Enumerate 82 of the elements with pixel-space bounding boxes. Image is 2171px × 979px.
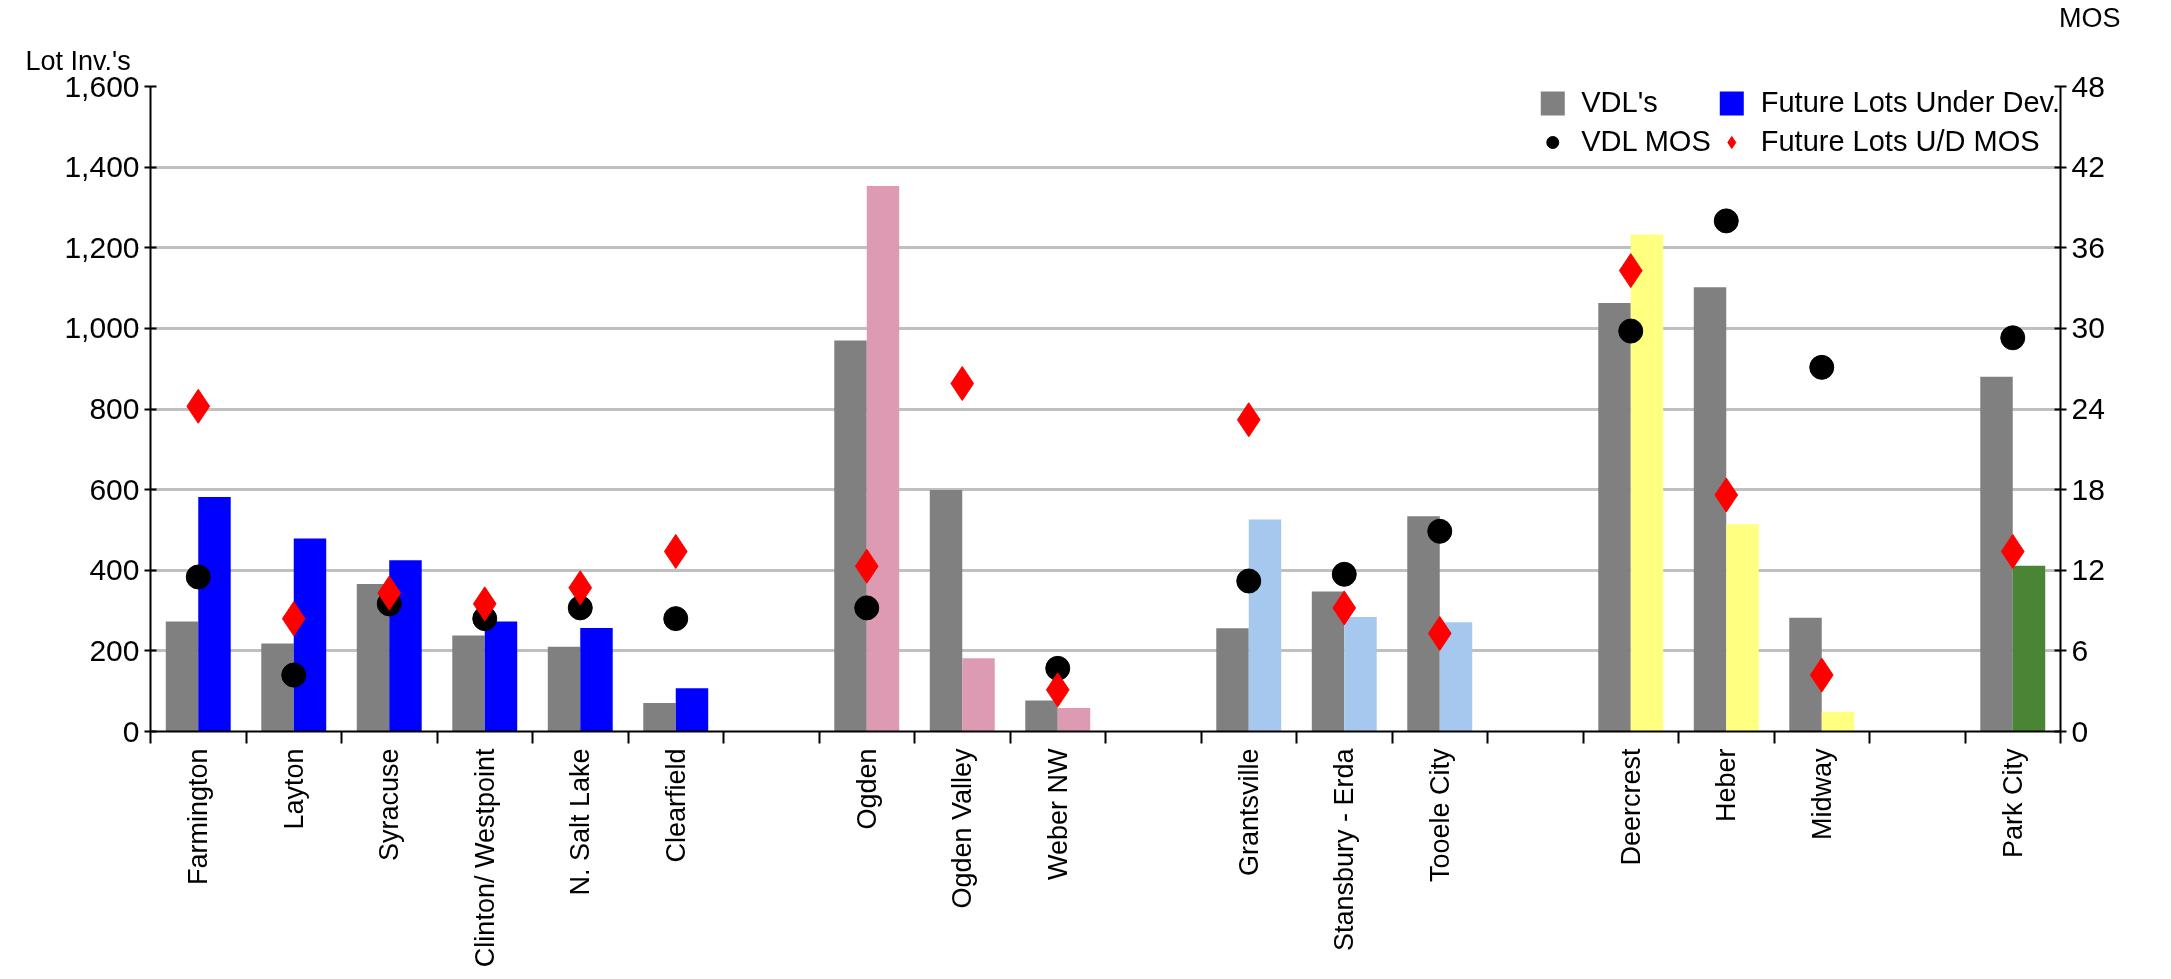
bar	[580, 627, 613, 732]
x-tick-label: Grantsville	[1233, 748, 1264, 877]
bar	[1630, 234, 1664, 732]
y-tick-label: 1,200	[64, 230, 140, 264]
point	[1045, 655, 1071, 681]
bar	[1693, 287, 1727, 732]
bar	[261, 643, 294, 732]
y-tick-label: 800	[89, 392, 140, 425]
point	[281, 662, 307, 688]
bar	[1439, 622, 1473, 732]
bar	[452, 635, 485, 732]
y-tick-label: 0	[122, 714, 140, 748]
bar	[643, 702, 676, 732]
bar	[1980, 376, 2013, 732]
y-tick-label: 1,000	[64, 311, 140, 345]
bar	[1407, 516, 1440, 732]
bar	[1598, 302, 1631, 732]
y2-tick-label: 12	[2071, 553, 2105, 587]
legend-label: VDL's	[1581, 86, 1658, 119]
y2-axis-title: MOS	[2059, 2, 2121, 33]
x-tick-label: Tooele City	[1424, 748, 1455, 883]
bar	[1789, 617, 1822, 732]
legend-label: Future Lots Under Dev.	[1760, 86, 2060, 119]
x-tick-label: Heber	[1711, 748, 1742, 823]
legend-label: VDL MOS	[1581, 125, 1711, 158]
y2-tick-label: 24	[2071, 392, 2105, 425]
bar	[962, 658, 995, 732]
y2-tick-label: 18	[2071, 472, 2105, 506]
y-tick-label: 1,400	[64, 150, 140, 184]
x-tick-label: Layton	[278, 748, 309, 830]
point	[1236, 568, 1262, 594]
point	[1618, 318, 1644, 344]
bar	[165, 621, 199, 732]
bar	[675, 688, 709, 732]
point	[1427, 518, 1453, 544]
point	[663, 606, 689, 632]
point	[1713, 208, 1739, 234]
bar	[866, 186, 900, 732]
x-tick-label: Clearfield	[660, 748, 691, 863]
y2-tick-label: 48	[2071, 69, 2105, 103]
y2-tick-label: 30	[2071, 311, 2105, 345]
y2-tick-label: 36	[2071, 230, 2105, 264]
x-tick-label: Park City	[1997, 748, 2028, 859]
bar	[484, 621, 518, 732]
y-tick-label: 600	[89, 472, 140, 506]
x-tick-label: N. Salt Lake	[565, 748, 596, 896]
bar	[1025, 700, 1058, 732]
bar	[547, 646, 581, 732]
bar	[356, 583, 390, 732]
x-tick-label: Weber NW	[1042, 747, 1073, 881]
bar	[1248, 519, 1282, 732]
x-tick-label: Clinton/ Westpoint	[469, 748, 500, 968]
bar	[1821, 711, 1855, 732]
x-tick-label: Ogden	[851, 748, 882, 830]
bar	[929, 490, 963, 732]
bar	[2012, 565, 2046, 732]
bar	[293, 538, 327, 732]
bar	[1311, 591, 1345, 732]
point	[185, 564, 211, 590]
bar	[834, 340, 867, 732]
point	[2000, 325, 2026, 351]
y2-tick-label: 6	[2071, 633, 2089, 667]
bar	[198, 496, 231, 732]
point	[854, 595, 880, 621]
x-tick-label: Stansbury - Erda	[1329, 747, 1360, 952]
bar	[1057, 708, 1091, 732]
x-tick-label: Ogden Valley	[947, 748, 978, 909]
legend-label: Future Lots U/D MOS	[1760, 125, 2040, 158]
x-tick-label: Deercrest	[1615, 748, 1646, 866]
bar	[389, 560, 422, 732]
x-tick-label: Midway	[1806, 748, 1837, 841]
bar	[1216, 628, 1249, 732]
x-tick-label: Farmington	[183, 748, 214, 886]
y2-tick-label: 42	[2071, 150, 2105, 184]
bar	[1344, 617, 1377, 732]
y2-tick-label: 0	[2071, 714, 2089, 748]
bar	[1726, 524, 1759, 732]
y-tick-label: 400	[89, 553, 140, 587]
point	[1331, 561, 1357, 587]
y-tick-label: 200	[89, 633, 140, 667]
point	[1809, 354, 1835, 380]
x-tick-label: Syracuse	[374, 748, 405, 862]
